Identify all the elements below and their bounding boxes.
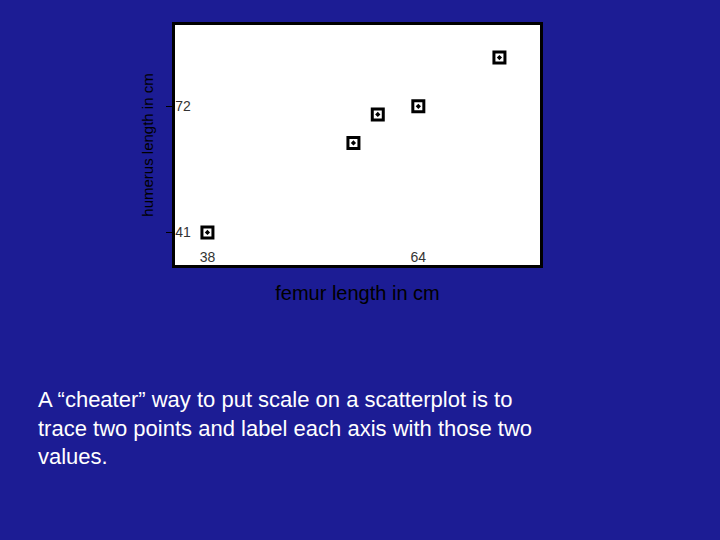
svg-text:humerus length in cm: humerus length in cm xyxy=(139,73,156,216)
svg-text:38: 38 xyxy=(200,249,216,265)
svg-text:A “cheater” way to put scale o: A “cheater” way to put scale on a scatte… xyxy=(38,387,532,469)
svg-text:femur length in cm: femur length in cm xyxy=(275,282,440,304)
svg-text:41: 41 xyxy=(175,224,191,240)
svg-text:72: 72 xyxy=(175,98,191,114)
svg-text:64: 64 xyxy=(411,249,427,265)
